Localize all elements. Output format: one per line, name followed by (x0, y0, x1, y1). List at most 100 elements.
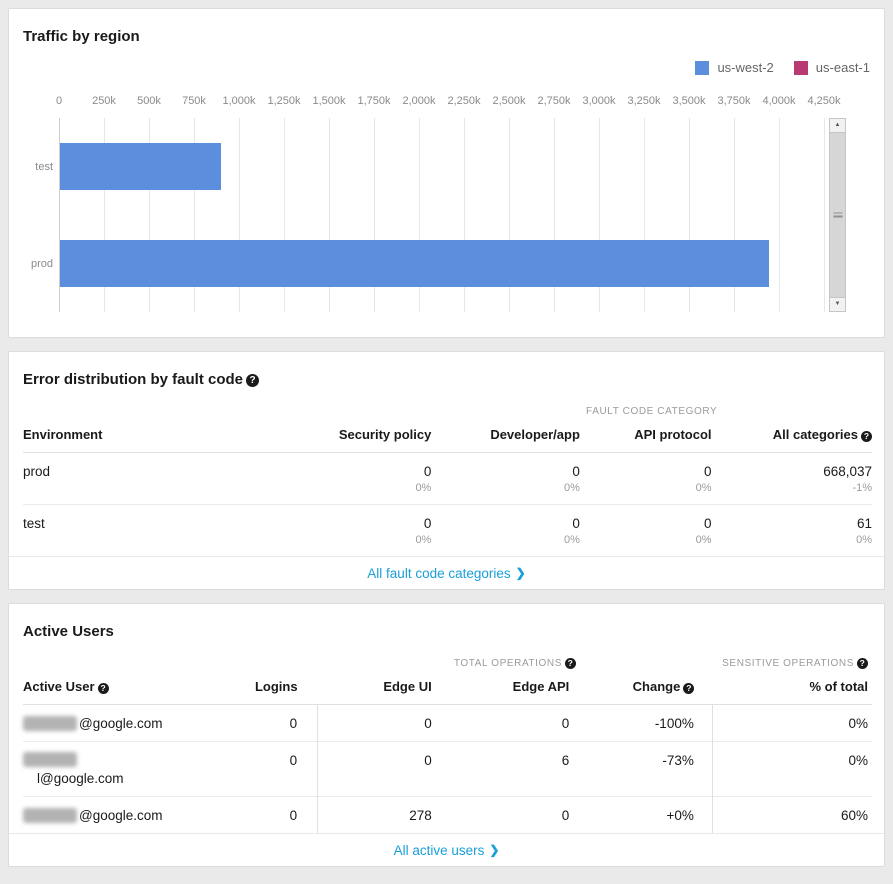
gridline (779, 118, 780, 312)
error-table-wrap: FAULT CODE CATEGORY Environment Security… (9, 400, 884, 556)
user-email: l@google.com (23, 752, 212, 788)
gridline (59, 118, 60, 312)
sub-value: 0% (564, 534, 580, 546)
chart-band-prod: prod (31, 215, 812, 312)
x-tick-label: 3,250k (627, 95, 661, 107)
help-icon[interactable]: ? (97, 683, 109, 694)
sub-value: 0% (695, 534, 712, 546)
legend-label: us-east-1 (815, 60, 870, 75)
gridline (734, 118, 735, 312)
scrollbar-down-arrow-icon[interactable]: ▼ (830, 297, 845, 311)
active-user-row: l@google.com 0 0 6 -73% 0% (23, 741, 872, 797)
gridline (194, 118, 195, 312)
sub-value: 0% (415, 482, 432, 494)
gridline (464, 118, 465, 312)
redacted-username (23, 752, 77, 767)
col-developer-app: Developer/app (431, 421, 580, 453)
sub-value: 0% (695, 482, 712, 494)
value-cell: 6 (561, 753, 570, 768)
col-active-user: Active User? (23, 673, 213, 705)
value-cell: 0 (289, 753, 298, 768)
sub-value: -1% (852, 482, 872, 494)
scrollbar-up-arrow-icon[interactable]: ▲ (830, 119, 845, 133)
error-distribution-table: FAULT CODE CATEGORY Environment Security… (23, 400, 872, 556)
link-text: All active users (393, 842, 485, 858)
link-text: All fault code categories (367, 565, 511, 581)
total-operations-label: TOTAL OPERATIONS? (318, 652, 713, 673)
value-cell: -73% (662, 753, 694, 768)
legend-item-us-west-2[interactable]: us-west-2 (695, 60, 774, 75)
error-row-test: test 0 0% 0 0% 0 0% 61 0% (23, 504, 872, 556)
chevron-right-icon: ❯ (489, 843, 500, 857)
all-fault-code-categories-link[interactable]: All fault code categories ❯ (367, 566, 525, 581)
x-tick-label: 250k (92, 95, 116, 107)
env-name: test (23, 516, 45, 531)
value-cell: 0 (561, 716, 570, 731)
x-tick-label: 2,750k (537, 95, 571, 107)
env-name: prod (23, 464, 51, 479)
x-tick-label: 4,000k (762, 95, 796, 107)
col-logins: Logins (212, 673, 318, 705)
help-icon[interactable]: ? (861, 431, 872, 442)
x-tick-label: 2,250k (447, 95, 481, 107)
col-api-protocol: API protocol (579, 421, 712, 453)
legend-item-us-east-1[interactable]: us-east-1 (793, 60, 870, 75)
operations-group-row: TOTAL OPERATIONS? SENSITIVE OPERATIONS? (23, 652, 872, 673)
fault-code-category-label: FAULT CODE CATEGORY (586, 406, 718, 417)
bar-us-west-2-test[interactable] (60, 143, 221, 190)
gridline (149, 118, 150, 312)
user-email: @google.com (23, 807, 212, 825)
col-security-policy: Security policy (262, 421, 432, 453)
chart-bands: test prod (31, 118, 812, 312)
gridline (329, 118, 330, 312)
value-cell: 0 (572, 516, 580, 531)
error-card-title-text: Error distribution by fault code (23, 371, 244, 388)
active-users-table-wrap: TOTAL OPERATIONS? SENSITIVE OPERATIONS? … (9, 652, 884, 833)
scrollbar-thumb[interactable] (830, 133, 845, 297)
gridline (239, 118, 240, 312)
error-card-title: Error distribution by fault code? (9, 352, 884, 388)
x-tick-label: 2,000k (402, 95, 436, 107)
help-icon[interactable]: ? (565, 658, 577, 669)
x-tick-label: 3,000k (582, 95, 616, 107)
gridline (419, 118, 420, 312)
help-icon[interactable]: ? (246, 374, 260, 387)
active-users-footer: All active users ❯ (9, 833, 884, 866)
value-cell: 0 (703, 516, 712, 531)
legend-swatch-icon (695, 60, 710, 75)
x-tick-label: 0 (55, 95, 63, 107)
col-environment: Environment (23, 421, 263, 453)
x-tick-label: 1,750k (357, 95, 391, 107)
chart-band-test: test (35, 118, 812, 215)
all-active-users-link[interactable]: All active users ❯ (394, 843, 500, 858)
gridline (509, 118, 510, 312)
x-tick-label: 2,500k (492, 95, 526, 107)
active-users-card: Active Users TOTAL OPERATIONS? SENSITIVE… (8, 603, 885, 867)
sensitive-operations-label: SENSITIVE OPERATIONS? (712, 652, 872, 673)
x-tick-label: 4,250k (807, 95, 841, 107)
help-icon[interactable]: ? (683, 683, 695, 694)
col-edge-api: Edge API (451, 673, 590, 705)
gridline (284, 118, 285, 312)
chart-vertical-scrollbar[interactable]: ▲ ▼ (829, 118, 846, 312)
traffic-by-region-card: Traffic by region us-west-2 us-east-1 0 25… (8, 8, 885, 338)
redacted-username (23, 716, 77, 731)
help-icon[interactable]: ? (857, 658, 868, 669)
value-cell: +0% (666, 808, 694, 823)
value-cell: 60% (840, 808, 868, 823)
scrollbar-grip-icon (833, 212, 842, 218)
gridline (104, 118, 105, 312)
bar-us-west-2-prod[interactable] (60, 240, 769, 287)
error-row-prod: prod 0 0% 0 0% 0 0% 668,037 -1% (23, 453, 872, 505)
value-cell: 0 (561, 808, 570, 823)
value-cell: 0% (848, 753, 868, 768)
value-cell: 0 (289, 716, 298, 731)
col-percent-of-total: % of total (712, 673, 872, 705)
value-cell: 0 (424, 753, 432, 768)
value-cell: 0 (423, 464, 432, 479)
error-table-header-row: Environment Security policy Developer/ap… (23, 421, 872, 453)
col-change: Change? (589, 673, 713, 705)
error-distribution-card: Error distribution by fault code? FAULT … (8, 351, 885, 590)
fault-code-category-group-row: FAULT CODE CATEGORY (23, 400, 872, 421)
